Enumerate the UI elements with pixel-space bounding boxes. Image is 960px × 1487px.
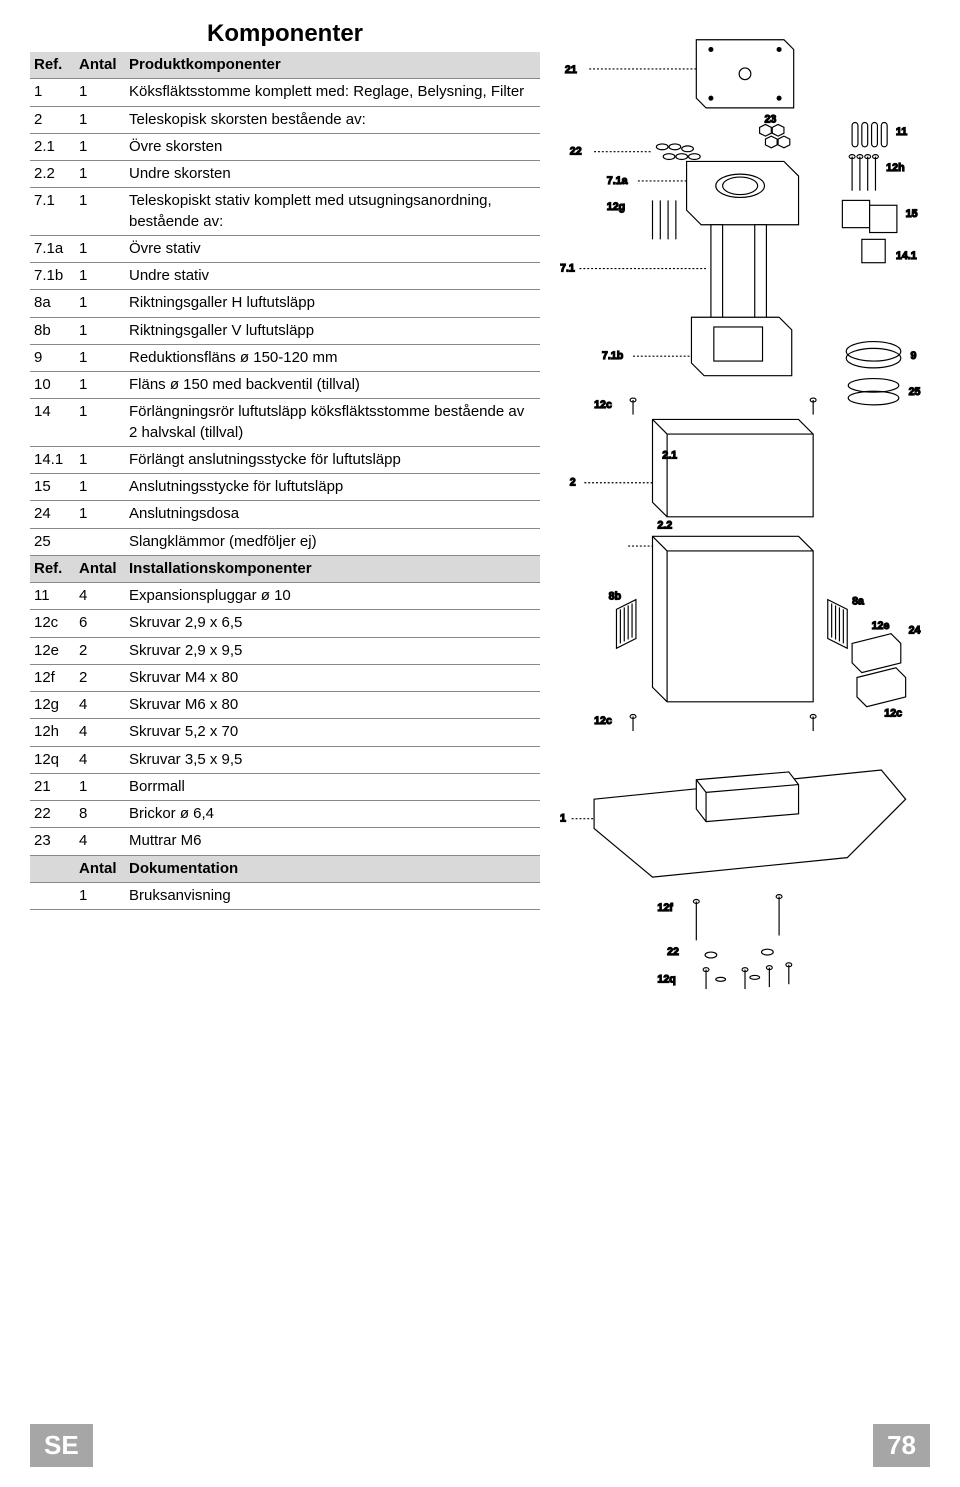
label-15: 15 <box>906 208 918 220</box>
table-row: 211Borrmall <box>30 773 540 800</box>
table-row: 141Förlängningsrör luftutsläpp köksfläkt… <box>30 399 540 447</box>
label-7-1a: 7.1a <box>607 175 629 187</box>
label-1: 1 <box>560 813 566 825</box>
label-14-1: 14.1 <box>896 250 917 262</box>
table-row: 101Fläns ø 150 med backventil (tillval) <box>30 372 540 399</box>
table-row: 8b1Riktningsgaller V luftutsläpp <box>30 317 540 344</box>
label-2-2: 2.2 <box>657 520 672 532</box>
label-11: 11 <box>896 126 907 138</box>
table-row: 12h4Skruvar 5,2 x 70 <box>30 719 540 746</box>
table-row: 2.11Övre skorsten <box>30 133 540 160</box>
label-2: 2 <box>570 477 576 489</box>
label-9: 9 <box>911 350 917 362</box>
label-2-1: 2.1 <box>662 449 677 461</box>
table-row: 8a1Riktningsgaller H luftutsläpp <box>30 290 540 317</box>
table-row: 151Anslutningsstycke för luftutsläpp <box>30 474 540 501</box>
label-12f: 12f <box>657 902 673 914</box>
label-22b: 22 <box>667 946 679 958</box>
header-qty-2: Antal <box>75 555 125 582</box>
label-8a: 8a <box>852 595 865 607</box>
exploded-diagram: 21 22 23 11 12h 7.1a 12g 15 14.1 7.1 7.1… <box>560 20 930 1106</box>
page-title: Komponenter <box>30 20 540 48</box>
table-row: 7.1a1Övre stativ <box>30 235 540 262</box>
label-23: 23 <box>764 113 776 125</box>
label-8b: 8b <box>609 591 622 603</box>
label-22: 22 <box>570 146 582 158</box>
header-desc: Produktkomponenter <box>125 52 540 79</box>
table-row: 7.11Teleskopiskt stativ komplett med uts… <box>30 188 540 236</box>
label-12h: 12h <box>886 162 904 174</box>
label-7-1: 7.1 <box>560 262 575 274</box>
table-row: 21Teleskopisk skorsten bestående av: <box>30 106 540 133</box>
header-ref-2: Ref. <box>30 555 75 582</box>
components-table: Ref.AntalProduktkomponenter 11Köksfläkts… <box>30 52 540 910</box>
country-badge: SE <box>30 1424 93 1467</box>
parts-list: Komponenter Ref.AntalProduktkomponenter … <box>30 20 540 1106</box>
header-qty: Antal <box>75 52 125 79</box>
table-row: 25Slangklämmor (medföljer ej) <box>30 528 540 555</box>
header-ref: Ref. <box>30 52 75 79</box>
table-row: 1Bruksanvisning <box>30 882 540 909</box>
label-12c-a: 12c <box>594 399 612 411</box>
table-row: 234Muttrar M6 <box>30 828 540 855</box>
table-row: 114Expansionspluggar ø 10 <box>30 583 540 610</box>
table-row: 91Reduktionsfläns ø 150-120 mm <box>30 344 540 371</box>
table-row: 12q4Skruvar 3,5 x 9,5 <box>30 746 540 773</box>
label-24: 24 <box>909 625 921 637</box>
label-12q: 12q <box>657 973 675 985</box>
table-row: 241Anslutningsdosa <box>30 501 540 528</box>
label-7-1b: 7.1b <box>602 350 624 362</box>
table-row: 14.11Förlängt anslutningsstycke för luft… <box>30 446 540 473</box>
table-row: 12f2Skruvar M4 x 80 <box>30 664 540 691</box>
label-12c-b: 12c <box>594 715 612 727</box>
label-21: 21 <box>565 64 577 76</box>
table-row: 2.21Undre skorsten <box>30 161 540 188</box>
table-row: 12c6Skruvar 2,9 x 6,5 <box>30 610 540 637</box>
table-row: 12e2Skruvar 2,9 x 9,5 <box>30 637 540 664</box>
header-qty-3: Antal <box>75 855 125 882</box>
label-12e: 12e <box>872 620 890 632</box>
table-row: 12g4Skruvar M6 x 80 <box>30 692 540 719</box>
table-row: 7.1b1Undre stativ <box>30 263 540 290</box>
table-row: 228Brickor ø 6,4 <box>30 801 540 828</box>
page-number: 78 <box>873 1424 930 1467</box>
label-12c-c: 12c <box>884 707 902 719</box>
label-25: 25 <box>909 386 921 398</box>
header-desc-2: Installationskomponenter <box>125 555 540 582</box>
table-row: 11Köksfläktsstomme komplett med: Reglage… <box>30 79 540 106</box>
label-12g: 12g <box>607 201 625 213</box>
header-desc-3: Dokumentation <box>125 855 540 882</box>
